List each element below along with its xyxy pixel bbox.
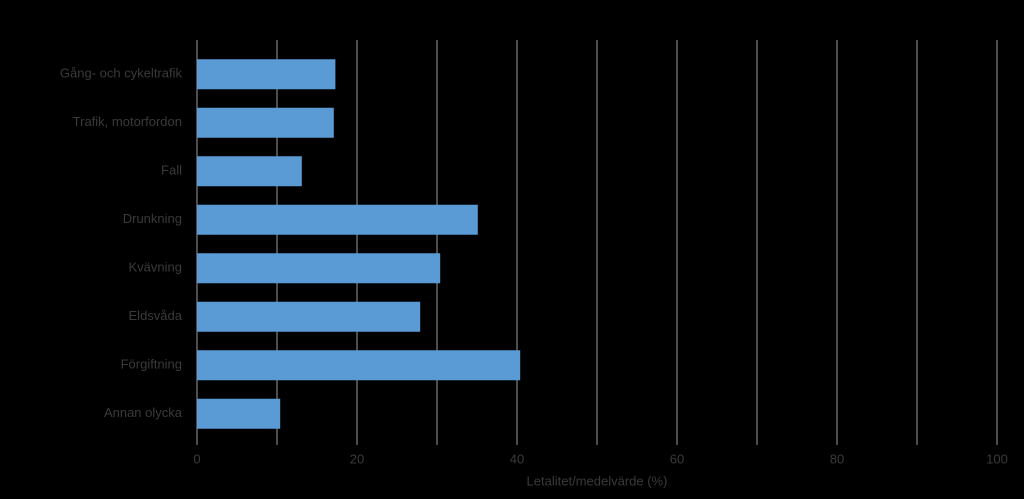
x-tick-label: 100 xyxy=(986,451,1008,466)
x-tick-label: 80 xyxy=(830,451,844,466)
x-axis-label: Letalitet/medelvärde (%) xyxy=(527,473,668,488)
x-tick-label: 0 xyxy=(193,451,200,466)
bar xyxy=(197,253,441,284)
bar xyxy=(197,156,302,187)
y-tick-label: Eldsvåda xyxy=(129,308,183,323)
y-tick-label: Fall xyxy=(161,163,182,178)
bar xyxy=(197,107,334,138)
y-tick-label: Annan olycka xyxy=(104,405,183,420)
bar xyxy=(197,301,421,332)
y-tick-label: Trafik, motorfordon xyxy=(73,114,182,129)
bar xyxy=(197,204,478,235)
x-tick-label: 60 xyxy=(670,451,684,466)
y-tick-label: Drunkning xyxy=(123,211,182,226)
bar xyxy=(197,398,281,429)
y-tick-label: Gång- och cykeltrafik xyxy=(60,66,183,81)
x-tick-label: 40 xyxy=(510,451,524,466)
y-tick-label: Förgiftning xyxy=(121,357,182,372)
x-tick-label: 20 xyxy=(350,451,364,466)
y-tick-label: Kvävning xyxy=(129,260,182,275)
bar xyxy=(197,59,336,90)
bar xyxy=(197,350,521,381)
